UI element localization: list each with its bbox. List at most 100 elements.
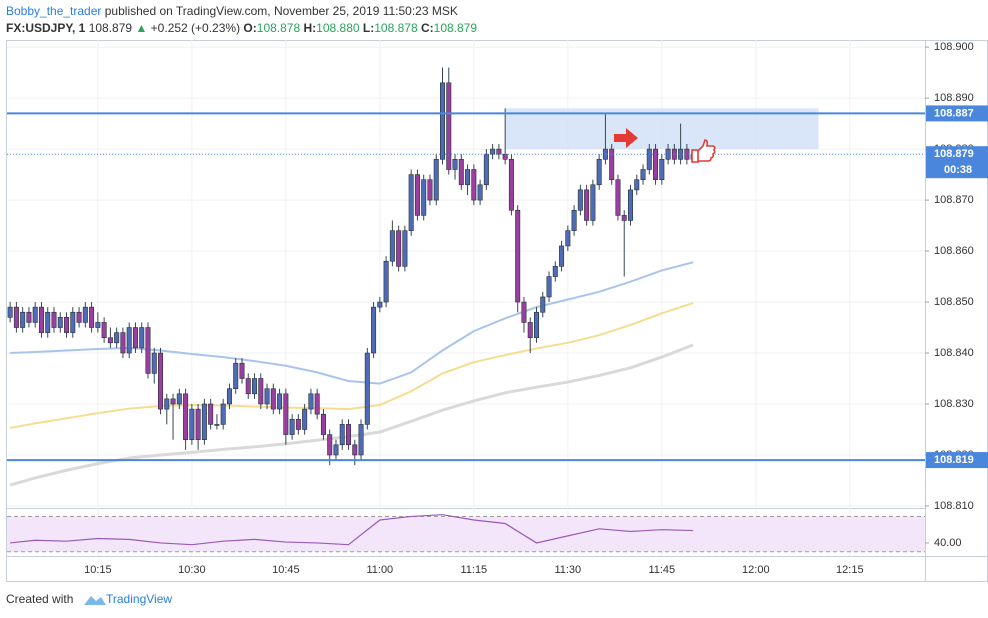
level-badge <box>926 105 988 122</box>
candle-body <box>139 327 145 349</box>
moving-average <box>10 261 694 385</box>
ohlc-label: O: <box>243 21 256 35</box>
published: published on TradingView.com, November 2… <box>105 4 458 18</box>
candle-body <box>671 148 677 160</box>
candle-body <box>377 301 383 308</box>
candle-body <box>126 327 132 354</box>
candle-body <box>145 327 151 374</box>
symbol: FX:USDJPY, 1 <box>6 21 86 35</box>
x-tick-label: 11:15 <box>460 564 487 576</box>
candle-body <box>609 148 615 180</box>
arrow-icon <box>614 128 638 148</box>
candle-body <box>352 444 358 456</box>
candle-body <box>32 306 38 323</box>
ohlc-value: 108.880 <box>316 21 360 35</box>
candle-body <box>208 403 214 425</box>
candle-body <box>508 158 514 211</box>
symbol-line: FX:USDJPY, 1 108.879 ▲ +0.252 (+0.23%) O… <box>6 21 477 35</box>
candle-body <box>440 82 446 160</box>
candle-body <box>38 306 44 333</box>
x-tick-label: 10:30 <box>178 564 206 576</box>
candle-body <box>465 169 471 186</box>
ohlc-value: 108.878 <box>257 21 301 35</box>
candle-body <box>665 148 671 160</box>
candle-body <box>477 184 483 201</box>
candle-body <box>659 158 665 180</box>
candle-body <box>26 311 32 323</box>
candle-body <box>408 174 414 231</box>
candle-body <box>414 174 420 216</box>
candle-body <box>627 189 633 221</box>
candle-body <box>433 158 439 201</box>
candle-body <box>176 393 182 405</box>
candle-body <box>527 322 533 339</box>
candle-body <box>533 311 539 339</box>
plot-area: 10:15 10:30 10:45 11:00 11:15 11:30 11:45 12:00… <box>7 40 988 576</box>
candle-body <box>277 393 283 410</box>
candle-body <box>220 403 226 425</box>
candle-body <box>640 169 646 180</box>
candle-body <box>189 408 195 440</box>
candle-body <box>258 378 264 405</box>
candle-body <box>64 317 70 333</box>
moving-average <box>9 302 694 429</box>
y-tick-label: 108.870 <box>934 194 974 206</box>
candle-body <box>132 327 138 349</box>
candle-body <box>239 362 245 379</box>
ohlc-value: 108.879 <box>434 21 478 35</box>
candle-body <box>195 408 201 440</box>
x-tick-label: 10:15 <box>84 564 112 576</box>
candle-body <box>164 398 170 410</box>
candle-body <box>371 306 377 354</box>
candle-body <box>295 418 301 430</box>
y-tick-label: 108.850 <box>934 296 974 308</box>
candle-body <box>245 378 251 395</box>
y-tick-label: 108.830 <box>934 398 974 410</box>
y-tick-label: 108.840 <box>934 347 974 359</box>
candle-body <box>70 311 76 333</box>
candle-body <box>226 388 232 405</box>
footer-created: Created with <box>6 592 73 606</box>
candle-body <box>565 230 571 247</box>
candle-body <box>634 179 640 191</box>
candle-body <box>264 388 270 405</box>
candle-body <box>201 403 207 440</box>
last-price-label: 108.879 <box>934 148 974 160</box>
candle-body <box>95 322 101 328</box>
zone <box>505 108 819 150</box>
candle-body <box>233 362 239 390</box>
candle-body <box>402 230 408 267</box>
y-tick-label: 108.900 <box>934 41 974 53</box>
candle-body <box>452 158 458 170</box>
candle-body <box>559 245 565 267</box>
candle-body <box>283 393 289 435</box>
candle-body <box>653 148 659 180</box>
x-tick-label: 11:30 <box>554 564 581 576</box>
candle-body <box>471 169 477 201</box>
candle-body <box>584 189 590 221</box>
countdown: 00:38 <box>944 164 972 176</box>
candle-body <box>107 337 113 344</box>
candle-body <box>214 424 220 426</box>
footer-brand: TradingView <box>106 592 172 606</box>
change: +0.252 (+0.23%) <box>151 21 240 35</box>
candle-body <box>13 306 19 328</box>
candle-body <box>151 352 157 374</box>
candle-body <box>346 424 352 446</box>
candle-body <box>45 311 51 333</box>
candle-body <box>364 352 370 425</box>
candle-body <box>339 424 345 446</box>
thumb-icon <box>691 139 716 163</box>
candle-body <box>289 418 295 435</box>
ohlc-label: C: <box>421 21 434 35</box>
level-badge <box>926 452 988 469</box>
last-price-badge <box>926 146 988 179</box>
author: Bobby_the_trader <box>6 4 101 18</box>
candle-body <box>158 352 164 410</box>
x-tick-label: 11:00 <box>366 564 393 576</box>
candle-body <box>183 393 189 440</box>
candle-body <box>327 434 333 456</box>
candle-body <box>684 148 690 160</box>
ohlc-label: L: <box>363 21 374 35</box>
